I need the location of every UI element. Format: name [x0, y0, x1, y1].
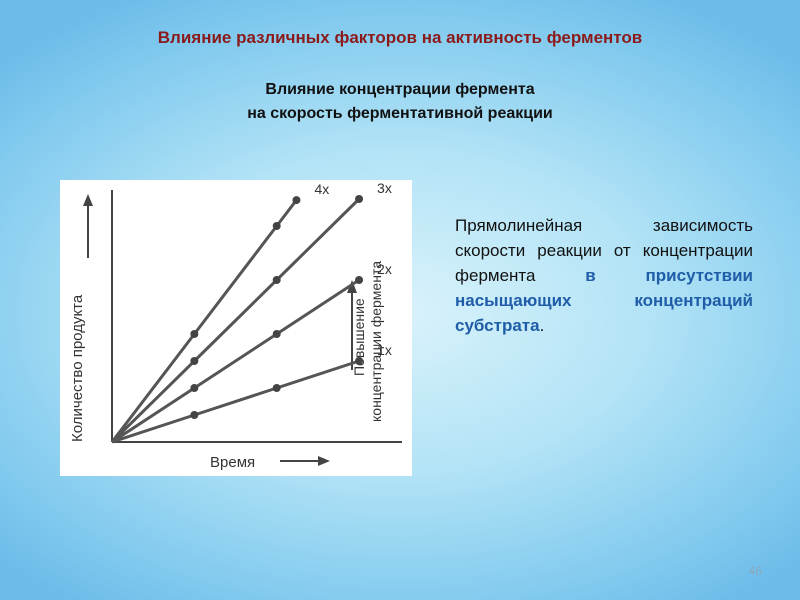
- data-point-4x-2: [272, 222, 281, 230]
- subtitle-line-2: на скорость ферментативной реакции: [247, 105, 553, 122]
- slide-subtitle: Влияние концентрации фермента на скорост…: [0, 78, 800, 126]
- description-text: Прямолинейная зависимость скорости реакц…: [455, 213, 753, 338]
- y-label-arrow-head: [83, 194, 93, 206]
- data-point-1x-1: [190, 411, 199, 419]
- series-line-3x: [110, 197, 361, 444]
- series-line-1x: [111, 359, 360, 444]
- subtitle-line-1: Влияние концентрации фермента: [265, 81, 535, 98]
- data-point-3x-1: [190, 357, 199, 365]
- data-point-2x-1: [190, 384, 199, 392]
- series-line-4x: [110, 199, 298, 443]
- line-chart: Количество продукта Время Повышение конц…: [69, 180, 402, 471]
- right-label-line-2: концентрации фермента: [368, 261, 384, 422]
- data-point-2x-3: [355, 276, 364, 284]
- x-label-arrow-head: [318, 456, 330, 466]
- data-point-4x-1: [190, 330, 199, 338]
- data-point-3x-3: [355, 195, 364, 203]
- series-label-1x: 1x: [377, 342, 392, 358]
- series-line-2x: [111, 278, 360, 444]
- page-number: 46: [748, 564, 762, 578]
- x-axis-label: Время: [210, 454, 255, 471]
- series-label-2x: 2x: [377, 261, 392, 277]
- data-point-1x-3: [355, 357, 364, 365]
- right-label-line-1: Повышение: [351, 298, 367, 376]
- series-label-3x: 3x: [377, 180, 392, 196]
- data-point-4x-3: [292, 196, 301, 205]
- description-highlight: в присутствии насыщающих концентраций су…: [455, 266, 753, 335]
- y-axis-label: Количество продукта: [69, 294, 86, 442]
- data-point-2x-2: [272, 330, 281, 338]
- data-point-3x-2: [272, 276, 281, 284]
- data-point-1x-2: [272, 384, 281, 392]
- series-layer: 1x 2x 3x 4x: [110, 180, 392, 444]
- chart-panel: Количество продукта Время Повышение конц…: [60, 180, 412, 476]
- description-plain: Прямолинейная зависимость скорости реакц…: [455, 216, 753, 285]
- series-label-4x: 4x: [314, 181, 329, 197]
- slide-title: Влияние различных факторов на активность…: [157, 28, 643, 47]
- description-end: .: [539, 316, 545, 335]
- increase-arrow-head: [347, 280, 357, 293]
